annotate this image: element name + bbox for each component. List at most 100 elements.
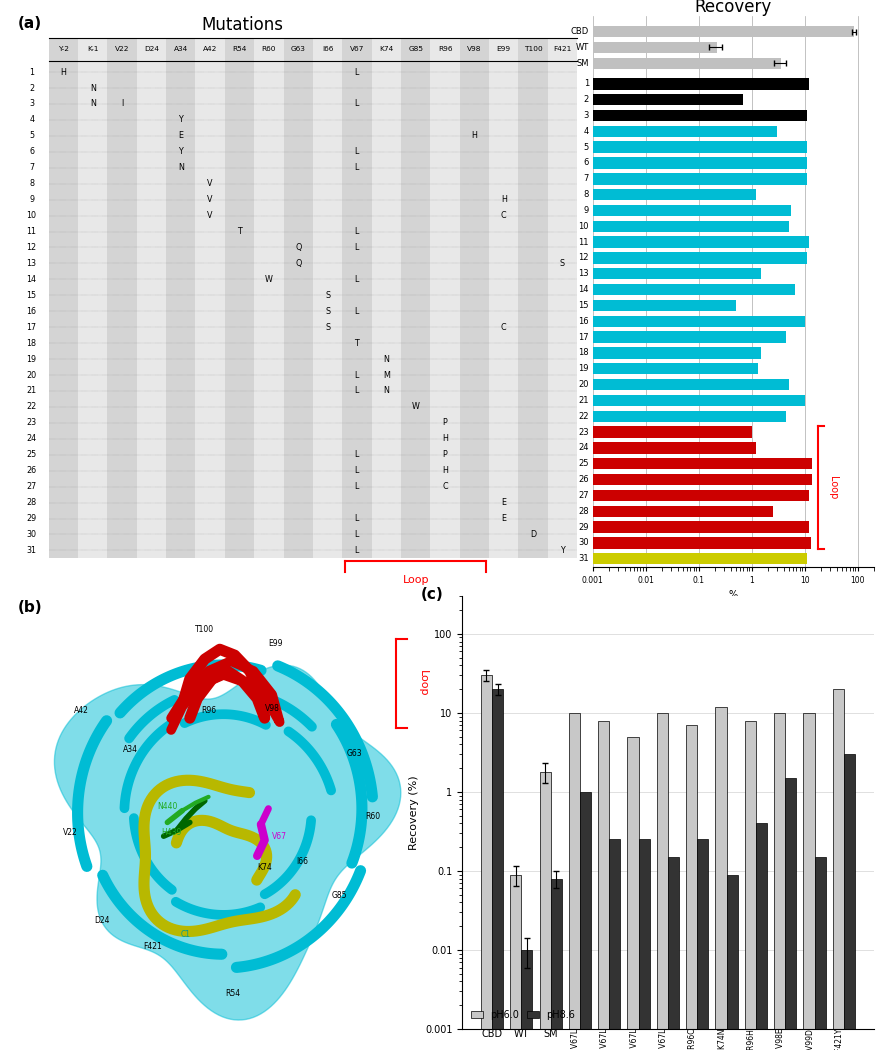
Text: E99: E99 (268, 638, 283, 648)
Bar (803, 713, 813, 1050)
Text: V67: V67 (349, 46, 364, 52)
Text: V67L, R96H: V67L, R96H (746, 1029, 755, 1050)
Bar (313, 38, 342, 559)
X-axis label: %: % (727, 590, 737, 601)
Text: R96: R96 (438, 46, 452, 52)
Text: G63S, R96C: G63S, R96C (688, 1029, 696, 1050)
Text: 19: 19 (578, 364, 588, 373)
Text: Y: Y (178, 147, 183, 156)
Text: G63: G63 (346, 749, 361, 758)
Text: D24: D24 (94, 917, 110, 925)
Bar (656, 713, 667, 1050)
Text: R54: R54 (232, 46, 246, 52)
Text: H: H (441, 435, 447, 443)
Text: P: P (442, 418, 447, 427)
Bar (0, 426, 750, 438)
Bar (0, 158, 806, 169)
Bar (0, 58, 780, 69)
Text: G63S, V67L: G63S, V67L (658, 1029, 667, 1050)
Bar (0, 236, 808, 248)
Text: 4: 4 (29, 116, 35, 124)
Text: F421: F421 (143, 942, 161, 951)
Bar (0, 505, 772, 517)
Text: I66: I66 (296, 857, 307, 866)
Text: SM: SM (576, 59, 588, 68)
Text: 14: 14 (578, 286, 588, 294)
Bar (430, 38, 459, 559)
Bar (597, 720, 609, 1050)
Text: S: S (324, 291, 330, 300)
Bar (638, 840, 649, 1050)
Text: 18: 18 (578, 349, 588, 357)
Text: V22: V22 (114, 46, 129, 52)
Text: C: C (501, 211, 506, 220)
Text: 11: 11 (578, 237, 588, 247)
Bar (0, 316, 804, 327)
Text: E: E (501, 498, 506, 507)
Bar (0, 42, 716, 54)
Bar (773, 713, 784, 1050)
Text: G85: G85 (331, 890, 346, 900)
Text: Q: Q (295, 243, 301, 252)
Bar (0, 395, 804, 406)
Text: 9: 9 (583, 206, 588, 215)
Text: S: S (559, 259, 564, 268)
Bar (696, 840, 708, 1050)
Bar (0, 411, 785, 422)
Bar (550, 879, 561, 1050)
Text: N: N (89, 84, 96, 92)
Bar (49, 38, 78, 559)
Text: 26: 26 (27, 466, 36, 476)
Text: T100: T100 (195, 625, 214, 634)
Text: T: T (354, 339, 359, 348)
Text: L: L (354, 514, 359, 523)
Bar (0, 348, 760, 359)
Bar (517, 38, 548, 559)
Bar (488, 38, 517, 559)
Bar (579, 792, 590, 1050)
Text: D24: D24 (144, 46, 159, 52)
Bar (0, 126, 776, 136)
Text: T100: T100 (523, 46, 542, 52)
Text: 17: 17 (578, 333, 588, 341)
Text: V: V (207, 195, 213, 204)
Text: L: L (354, 482, 359, 491)
Text: R60: R60 (261, 46, 276, 52)
Bar (726, 875, 737, 1050)
Text: 15: 15 (27, 291, 36, 300)
Bar (539, 772, 550, 1050)
Text: 24: 24 (27, 435, 36, 443)
Text: R96: R96 (201, 706, 216, 715)
Text: 22: 22 (27, 402, 36, 412)
Bar (548, 38, 577, 559)
Text: 29: 29 (27, 514, 36, 523)
Text: L: L (354, 275, 359, 284)
Text: S: S (324, 307, 330, 316)
Text: A34: A34 (174, 46, 188, 52)
Text: I66: I66 (322, 46, 333, 52)
Ellipse shape (36, 621, 410, 1024)
Text: 30: 30 (578, 539, 588, 547)
Text: L: L (354, 163, 359, 172)
Bar (813, 857, 825, 1050)
Text: 4: 4 (583, 127, 588, 135)
Bar (667, 857, 679, 1050)
Text: L: L (354, 530, 359, 539)
Y-axis label: Recovery (%): Recovery (%) (409, 775, 419, 849)
Bar (371, 38, 400, 559)
Text: C: C (442, 482, 447, 491)
Bar (0, 252, 806, 264)
Text: 20: 20 (578, 380, 588, 390)
Text: L: L (354, 147, 359, 156)
Text: Loop: Loop (827, 476, 836, 499)
Text: Y: Y (559, 546, 564, 554)
Text: E: E (178, 131, 183, 141)
Text: 1: 1 (583, 80, 588, 88)
Bar (568, 713, 579, 1050)
Text: 23: 23 (27, 418, 36, 427)
Text: V67L, V98E: V67L, V98E (775, 1029, 784, 1050)
Text: C1: C1 (181, 930, 190, 939)
Bar (521, 950, 532, 1050)
Text: V67L, F421Y: V67L, F421Y (834, 1029, 843, 1050)
Text: L: L (354, 466, 359, 476)
